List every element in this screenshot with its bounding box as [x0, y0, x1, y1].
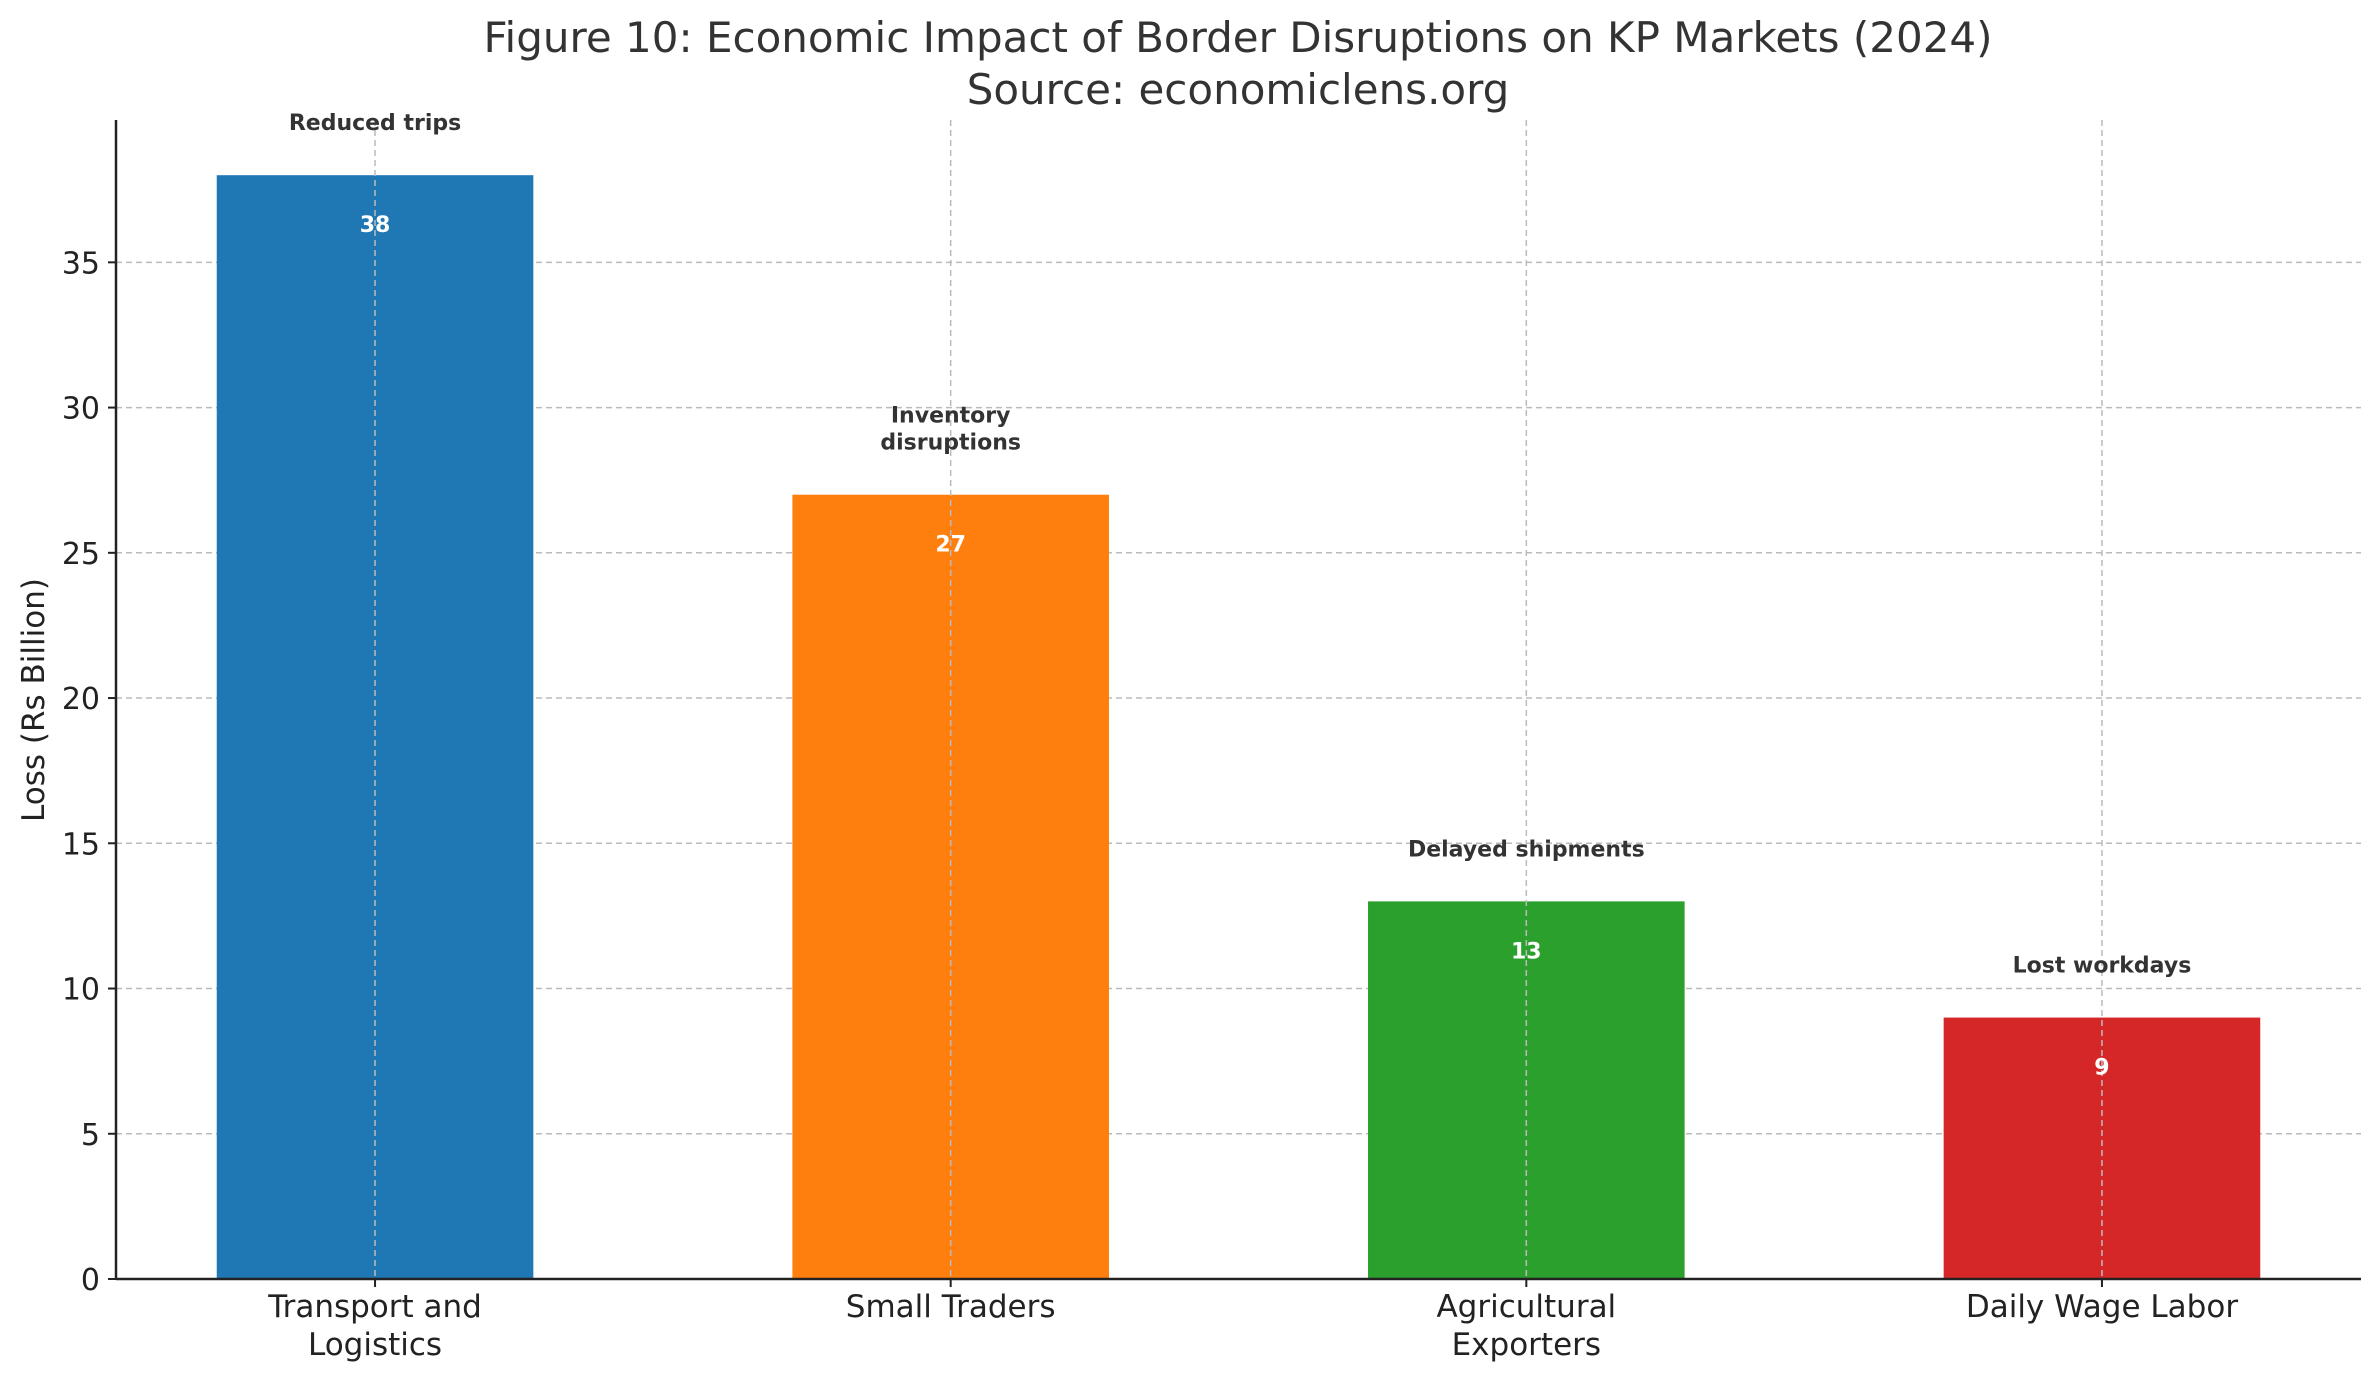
x-tick-label: Small Traders: [846, 1289, 1056, 1325]
y-tick-label: 0: [81, 1263, 100, 1298]
y-tick-label: 20: [62, 682, 100, 717]
y-tick-label: 25: [62, 537, 100, 572]
chart-subtitle: Source: economiclens.org: [967, 65, 1510, 114]
x-tick-label: Exporters: [1452, 1327, 1601, 1363]
bar-value-label: 9: [2094, 1056, 2109, 1081]
x-tick-label: Daily Wage Labor: [1966, 1289, 2238, 1325]
bar-annotation: Lost workdays: [2013, 954, 2192, 979]
x-tick-label: Logistics: [308, 1327, 442, 1363]
bar-value-label: 38: [360, 213, 391, 238]
bar-annotation: Delayed shipments: [1408, 837, 1645, 862]
y-tick-label: 15: [62, 827, 100, 862]
bar-annotation: Reduced trips: [289, 111, 461, 136]
y-tick-label: 10: [62, 973, 100, 1008]
x-tick-label: Transport and: [267, 1289, 482, 1325]
bar-annotation: Inventory: [891, 404, 1011, 429]
y-axis-label: Loss (Rs Billion): [16, 578, 52, 822]
bar-value-label: 13: [1511, 939, 1542, 964]
y-tick-label: 5: [81, 1118, 100, 1153]
chart-title: Figure 10: Economic Impact of Border Dis…: [483, 13, 1992, 62]
y-tick-label: 30: [62, 392, 100, 427]
bar-value-label: 27: [935, 533, 966, 558]
bar-annotation: disruptions: [880, 431, 1021, 456]
y-tick-label: 35: [62, 246, 100, 281]
x-tick-label: Agricultural: [1436, 1289, 1616, 1325]
